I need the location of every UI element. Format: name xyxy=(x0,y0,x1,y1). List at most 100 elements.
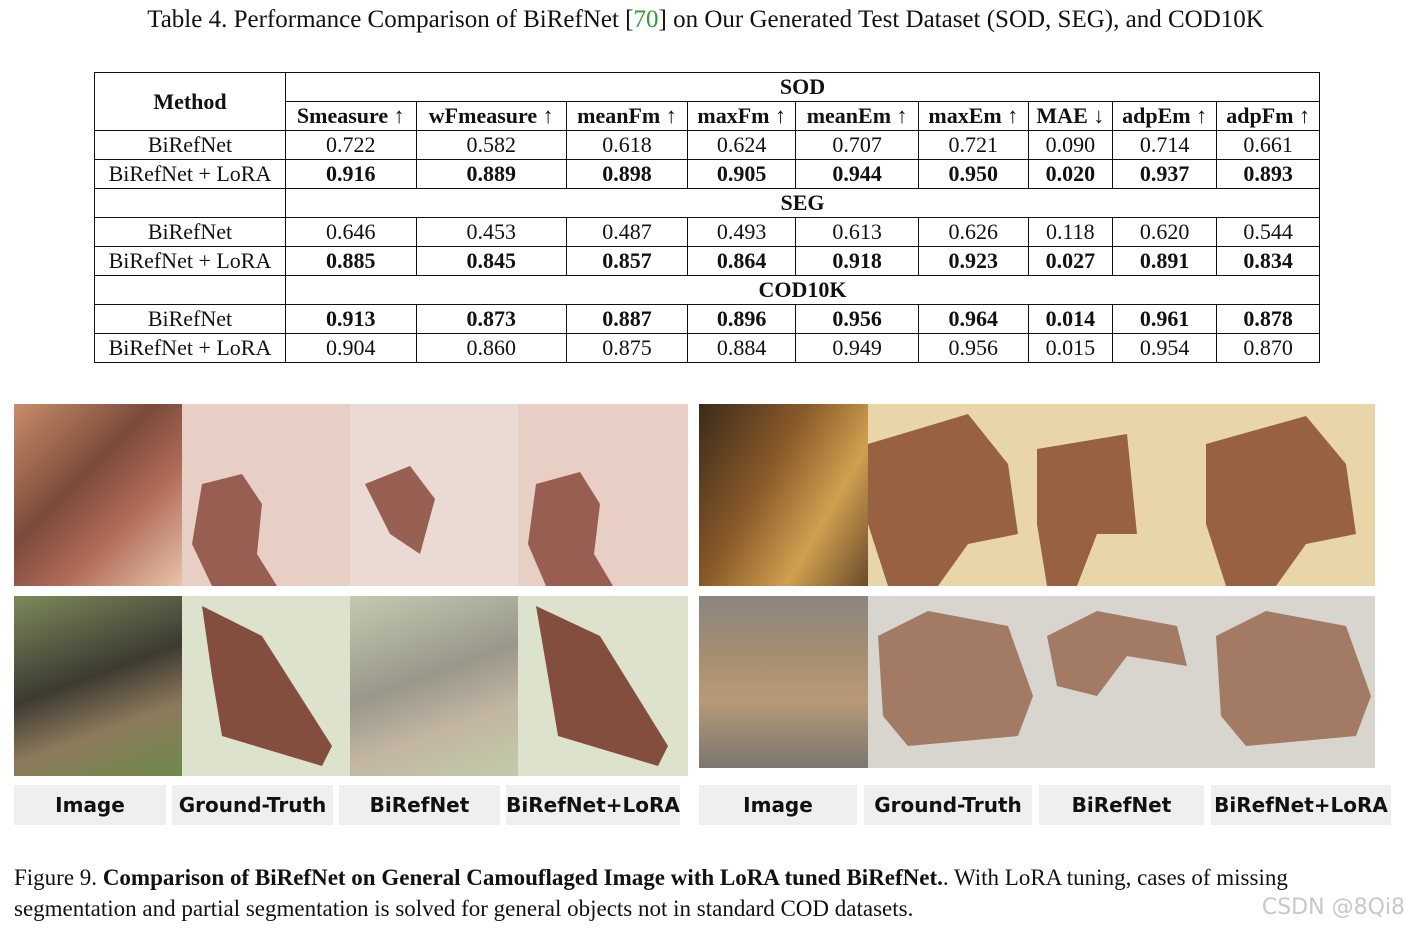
method-cell: BiRefNet xyxy=(94,130,286,160)
method-cell: BiRefNet xyxy=(94,217,286,247)
method-cell: BiRefNet + LoRA xyxy=(94,333,286,363)
method-header: Method xyxy=(94,72,286,131)
value-cell: 0.493 xyxy=(686,217,797,247)
value-cell: 0.950 xyxy=(917,159,1029,189)
value-cell: 0.898 xyxy=(565,159,689,189)
lora-mask-shape xyxy=(536,606,668,766)
value-cell: 0.624 xyxy=(686,130,797,160)
value-cell: 0.884 xyxy=(686,333,797,363)
col-header: Smeasure ↑ xyxy=(285,101,417,131)
method-cell: BiRefNet + LoRA xyxy=(94,246,286,276)
value-cell: 0.620 xyxy=(1111,217,1218,247)
section-header-sod: SOD xyxy=(285,72,1320,102)
value-cell: 0.613 xyxy=(795,217,919,247)
table-caption: Table 4. Performance Comparison of BiRef… xyxy=(147,6,1264,33)
value-cell: 0.722 xyxy=(285,130,417,160)
label-image-right: Image xyxy=(699,785,857,825)
value-cell: 0.118 xyxy=(1027,217,1114,247)
ground-truth-tile xyxy=(182,596,350,776)
birefnet-tile xyxy=(350,596,518,776)
label-image-left: Image xyxy=(14,785,166,825)
value-cell: 0.646 xyxy=(285,217,417,247)
col-header: maxFm ↑ xyxy=(686,101,797,131)
birefnet-mask-shape xyxy=(1037,434,1137,586)
table-row: BiRefNet + LoRA 0.916 0.889 0.898 0.905 0.944… xyxy=(94,159,1320,189)
value-cell: 0.860 xyxy=(415,333,567,363)
value-cell: 0.721 xyxy=(917,130,1029,160)
col-header: adpEm ↑ xyxy=(1111,101,1218,131)
value-cell: 0.027 xyxy=(1027,246,1114,276)
method-cell: BiRefNet + LoRA xyxy=(94,159,286,189)
value-cell: 0.878 xyxy=(1216,304,1320,334)
value-cell: 0.875 xyxy=(565,333,689,363)
label-lora-left: BiRefNet+LoRA xyxy=(506,785,680,825)
lora-tile xyxy=(518,596,688,776)
label-birefnet-right: BiRefNet xyxy=(1039,785,1204,825)
figure-caption: Figure 9. Comparison of BiRefNet on Gene… xyxy=(14,865,1288,921)
birefnet-mask-shape xyxy=(1047,611,1187,696)
value-cell: 0.956 xyxy=(917,333,1029,363)
ground-truth-tile xyxy=(868,404,1037,586)
image-tile xyxy=(14,404,182,586)
figure-right-row1 xyxy=(699,404,1375,586)
value-cell: 0.904 xyxy=(285,333,417,363)
label-ground-truth-right: Ground-Truth xyxy=(864,785,1032,825)
section-header-cod10k: COD10K xyxy=(285,275,1320,305)
birefnet-tile xyxy=(350,404,518,586)
value-cell: 0.618 xyxy=(565,130,689,160)
col-header: adpFm ↑ xyxy=(1216,101,1320,131)
col-header: meanEm ↑ xyxy=(795,101,919,131)
lora-mask-shape xyxy=(528,472,613,586)
value-cell: 0.885 xyxy=(285,246,417,276)
figure-left-row1 xyxy=(14,404,688,586)
ground-truth-tile xyxy=(182,404,350,586)
lora-mask-shape xyxy=(1206,416,1356,586)
value-cell: 0.707 xyxy=(795,130,919,160)
lora-mask-shape xyxy=(1216,611,1371,746)
value-cell: 0.014 xyxy=(1027,304,1114,334)
gt-mask-shape xyxy=(202,606,332,766)
value-cell: 0.956 xyxy=(795,304,919,334)
ground-truth-tile xyxy=(868,596,1037,768)
value-cell: 0.937 xyxy=(1111,159,1218,189)
method-cell: BiRefNet xyxy=(94,304,286,334)
value-cell: 0.661 xyxy=(1216,130,1320,160)
table-row: BiRefNet 0.913 0.873 0.887 0.896 0.956 0.964 0.… xyxy=(94,304,1320,334)
value-cell: 0.916 xyxy=(285,159,417,189)
value-cell: 0.891 xyxy=(1111,246,1218,276)
value-cell: 0.487 xyxy=(565,217,689,247)
value-cell: 0.896 xyxy=(686,304,797,334)
value-cell: 0.582 xyxy=(415,130,567,160)
col-header: maxEm ↑ xyxy=(917,101,1029,131)
figure-right-row2 xyxy=(699,596,1375,768)
label-lora-right: BiRefNet+LoRA xyxy=(1211,785,1391,825)
citation-link[interactable]: 70 xyxy=(633,6,659,33)
lora-tile xyxy=(1206,404,1375,586)
birefnet-tile xyxy=(1037,404,1206,586)
value-cell: 0.964 xyxy=(917,304,1029,334)
table-row: BiRefNet + LoRA 0.904 0.860 0.875 0.884 0.949… xyxy=(94,333,1320,363)
value-cell: 0.090 xyxy=(1027,130,1114,160)
value-cell: 0.020 xyxy=(1027,159,1114,189)
col-header: MAE ↓ xyxy=(1027,101,1114,131)
birefnet-mask-shape xyxy=(365,466,435,554)
value-cell: 0.453 xyxy=(415,217,567,247)
table-row: BiRefNet + LoRA 0.885 0.845 0.857 0.864 0.918… xyxy=(94,246,1320,276)
value-cell: 0.913 xyxy=(285,304,417,334)
gt-mask-shape xyxy=(878,611,1033,746)
birefnet-tile xyxy=(1037,596,1206,768)
label-birefnet-left: BiRefNet xyxy=(339,785,500,825)
value-cell: 0.544 xyxy=(1216,217,1320,247)
col-header: wFmeasure ↑ xyxy=(415,101,567,131)
value-cell: 0.905 xyxy=(686,159,797,189)
value-cell: 0.961 xyxy=(1111,304,1218,334)
figure-left-row2 xyxy=(14,596,688,776)
value-cell: 0.954 xyxy=(1111,333,1218,363)
value-cell: 0.864 xyxy=(686,246,797,276)
value-cell: 0.857 xyxy=(565,246,689,276)
value-cell: 0.870 xyxy=(1216,333,1320,363)
value-cell: 0.845 xyxy=(415,246,567,276)
image-tile xyxy=(699,404,868,586)
value-cell: 0.918 xyxy=(795,246,919,276)
section-header-seg: SEG xyxy=(285,188,1320,218)
